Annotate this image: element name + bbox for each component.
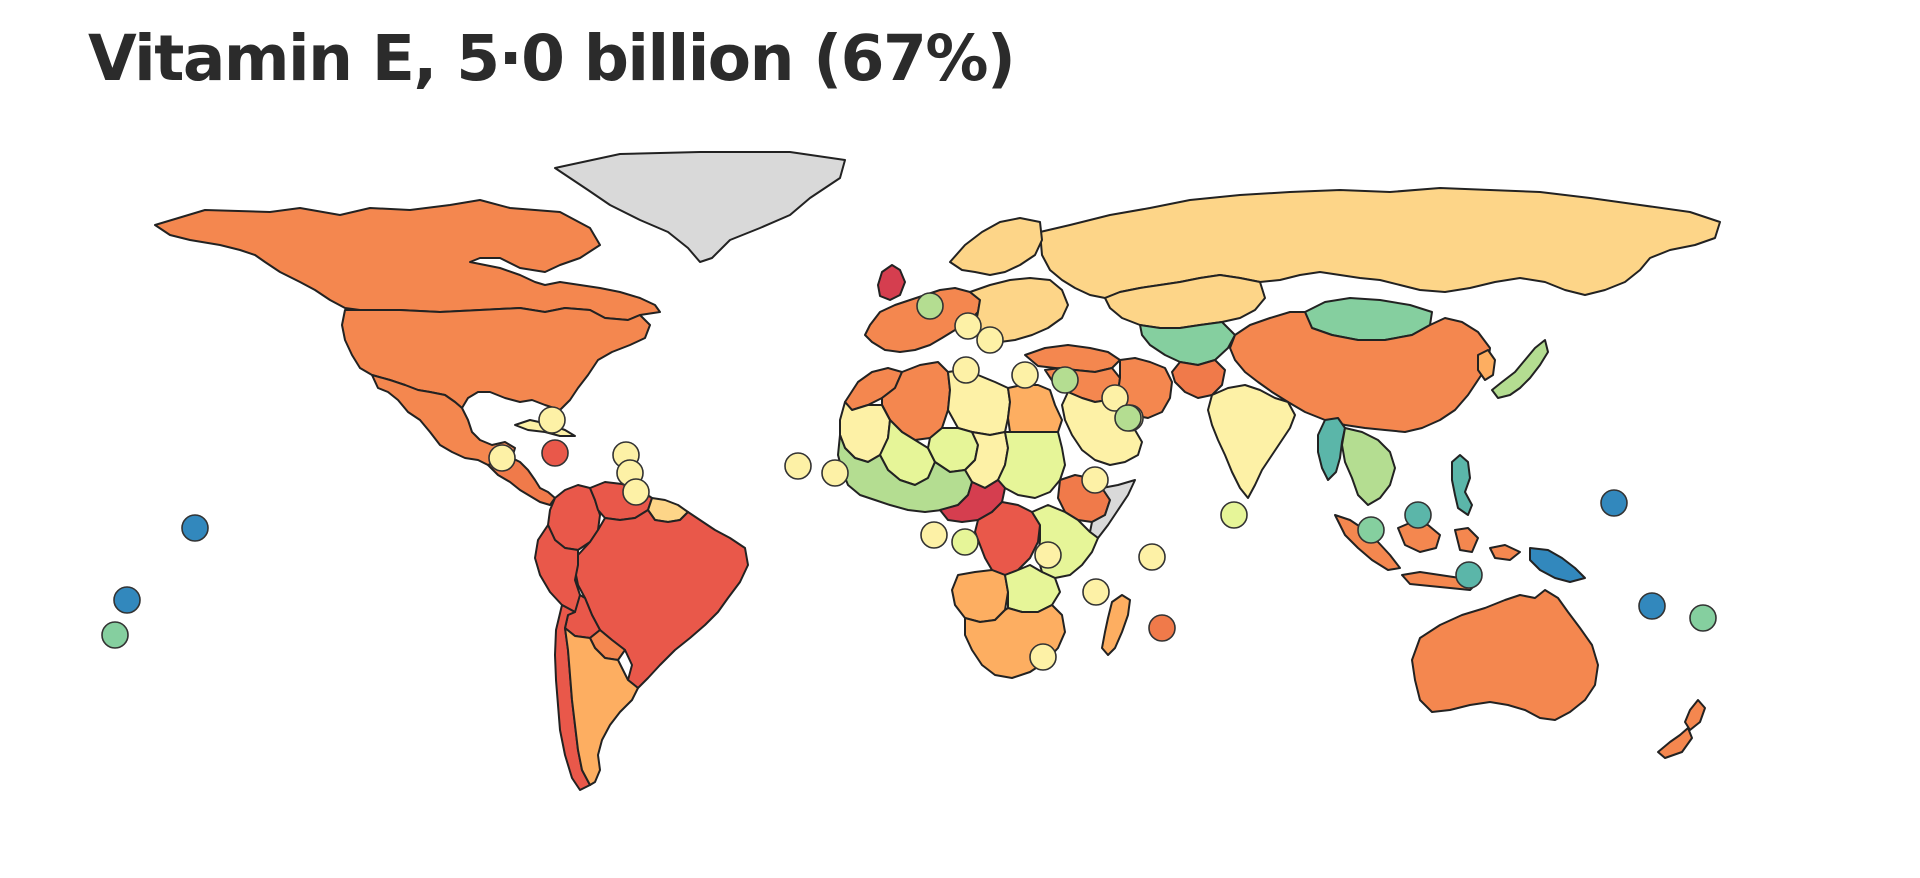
marker-singapore [1357,516,1385,544]
marker-bahamas [538,406,566,434]
marker-timor-leste [1455,561,1483,589]
marker-micronesia [1600,489,1628,517]
marker-fiji [1689,604,1717,632]
region-new-zealand [1657,699,1706,759]
marker-sao-tome [920,521,948,549]
region-australia [1411,589,1599,721]
marker-maldives [1220,501,1248,529]
region-egypt [1007,384,1063,433]
marker-cape-verde [784,452,812,480]
small-state-markers [101,292,1717,671]
region-papua-new-guinea [1529,547,1586,583]
marker-pacific-islands-a [113,586,141,614]
region-scandinavia [949,217,1043,276]
region-central-africa [939,479,1006,523]
marker-cyprus [1011,361,1039,389]
region-greenland [554,151,846,263]
marker-pacific-islands-b [101,621,129,649]
marker-belize [488,444,516,472]
marker-comoros [1082,578,1110,606]
marker-san-marino [954,312,982,340]
marker-lebanon [1051,366,1079,394]
marker-gambia [821,459,849,487]
marker-caribbean-c [622,478,650,506]
region-korea [1477,349,1496,381]
region-china [1229,311,1491,433]
region-united-kingdom [877,264,906,301]
marker-montenegro [976,326,1004,354]
region-canada [154,199,661,321]
region-madagascar [1101,594,1131,656]
region-myanmar [1317,417,1346,481]
marker-swaziland [1029,643,1057,671]
marker-hawaii-region [181,514,209,542]
region-zambia [1004,564,1061,613]
region-united-states [341,307,651,411]
region-mainland-southeast-asia [1341,427,1396,506]
map-title: Vitamin E, 5·0 billion (67%) [88,22,1016,95]
marker-djibouti [1081,466,1109,494]
region-libya [947,369,1011,436]
region-dr-congo [974,501,1041,576]
region-sudan [997,431,1066,499]
marker-haiti [541,439,569,467]
marker-seychelles [1138,543,1166,571]
region-turkey [1024,344,1121,373]
marker-equatorial-guinea [951,528,979,556]
marker-rwanda [1034,541,1062,569]
marker-vanuatu [1638,592,1666,620]
marker-brunei [1404,501,1432,529]
region-argentina [564,627,639,786]
marker-malta [952,356,980,384]
region-russia [1039,187,1721,299]
marker-andorra [916,292,944,320]
region-japan [1491,339,1549,399]
countries-layer [154,151,1721,791]
marker-qatar [1101,384,1129,412]
region-central-asia [1139,321,1236,366]
marker-uae [1114,404,1142,432]
marker-mauritius [1148,614,1176,642]
region-philippines [1451,454,1473,516]
region-somalia [1089,479,1136,539]
region-india [1207,384,1296,499]
